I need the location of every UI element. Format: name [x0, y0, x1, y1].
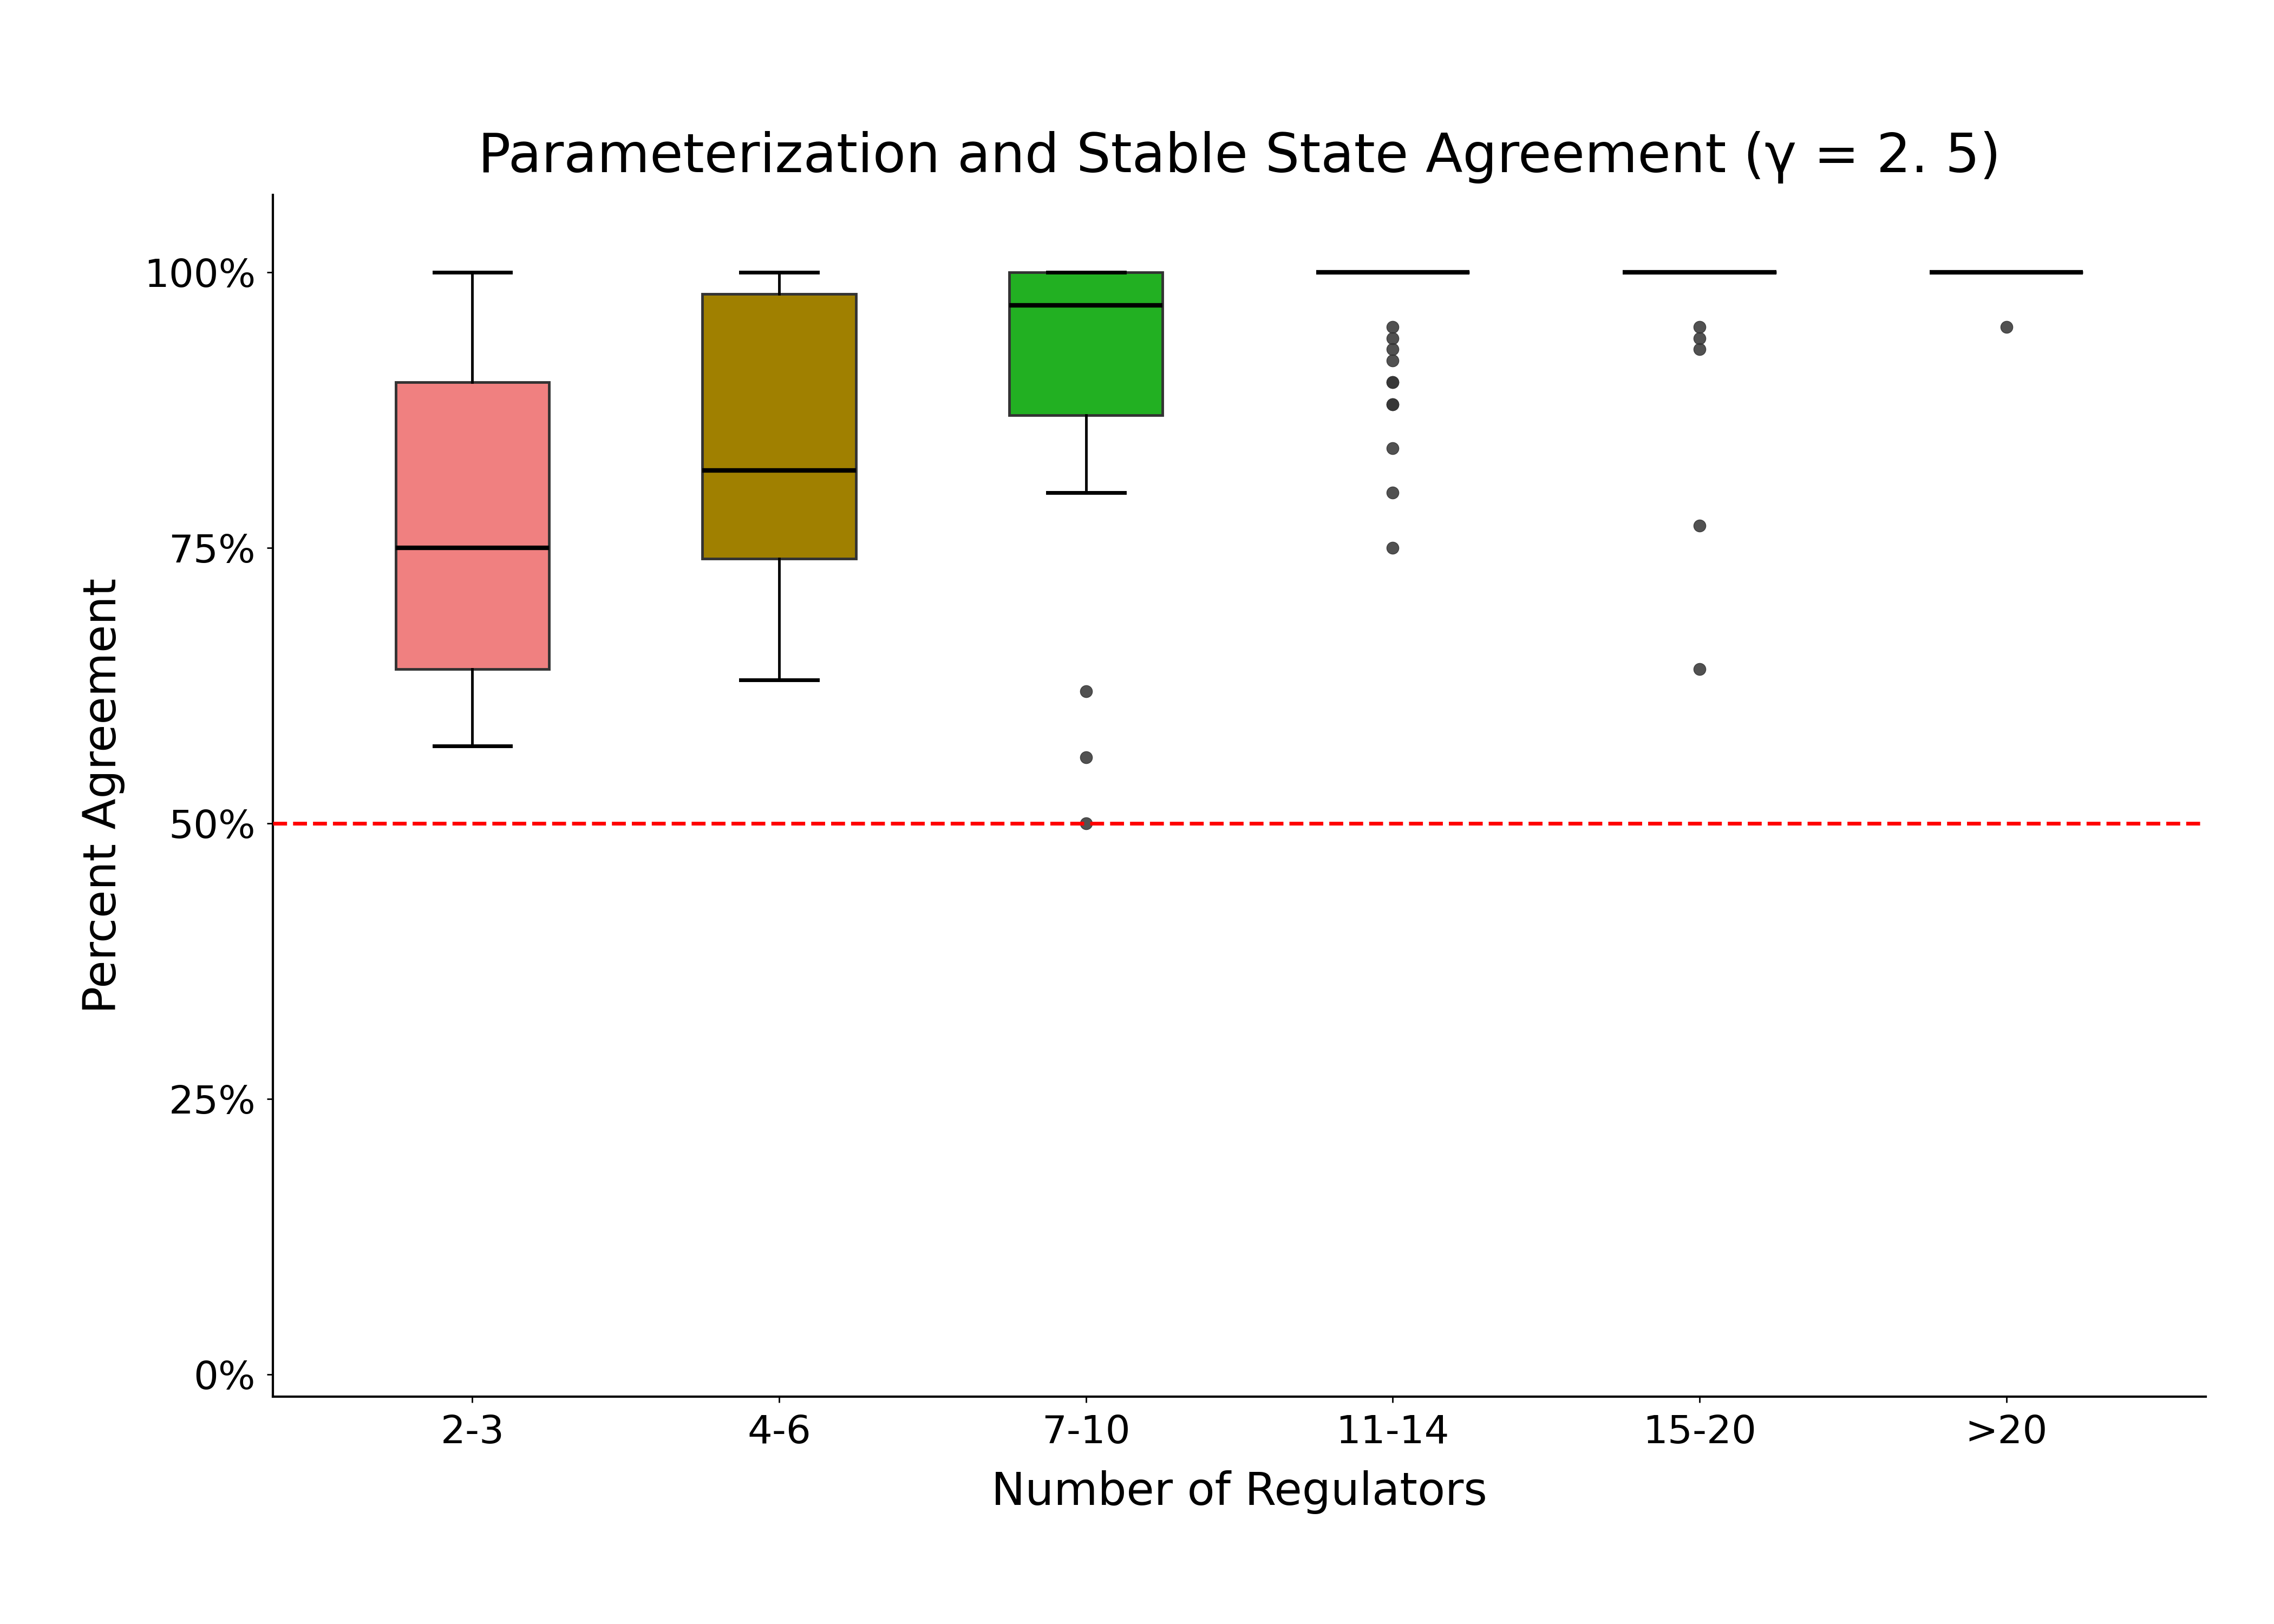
PathPatch shape	[1010, 273, 1162, 416]
Y-axis label: Percent Agreement: Percent Agreement	[82, 578, 125, 1013]
PathPatch shape	[396, 382, 548, 669]
PathPatch shape	[703, 294, 855, 559]
Title: Parameterization and Stable State Agreement (γ = 2. 5): Parameterization and Stable State Agreem…	[478, 132, 2001, 184]
X-axis label: Number of Regulators: Number of Regulators	[991, 1470, 1487, 1514]
